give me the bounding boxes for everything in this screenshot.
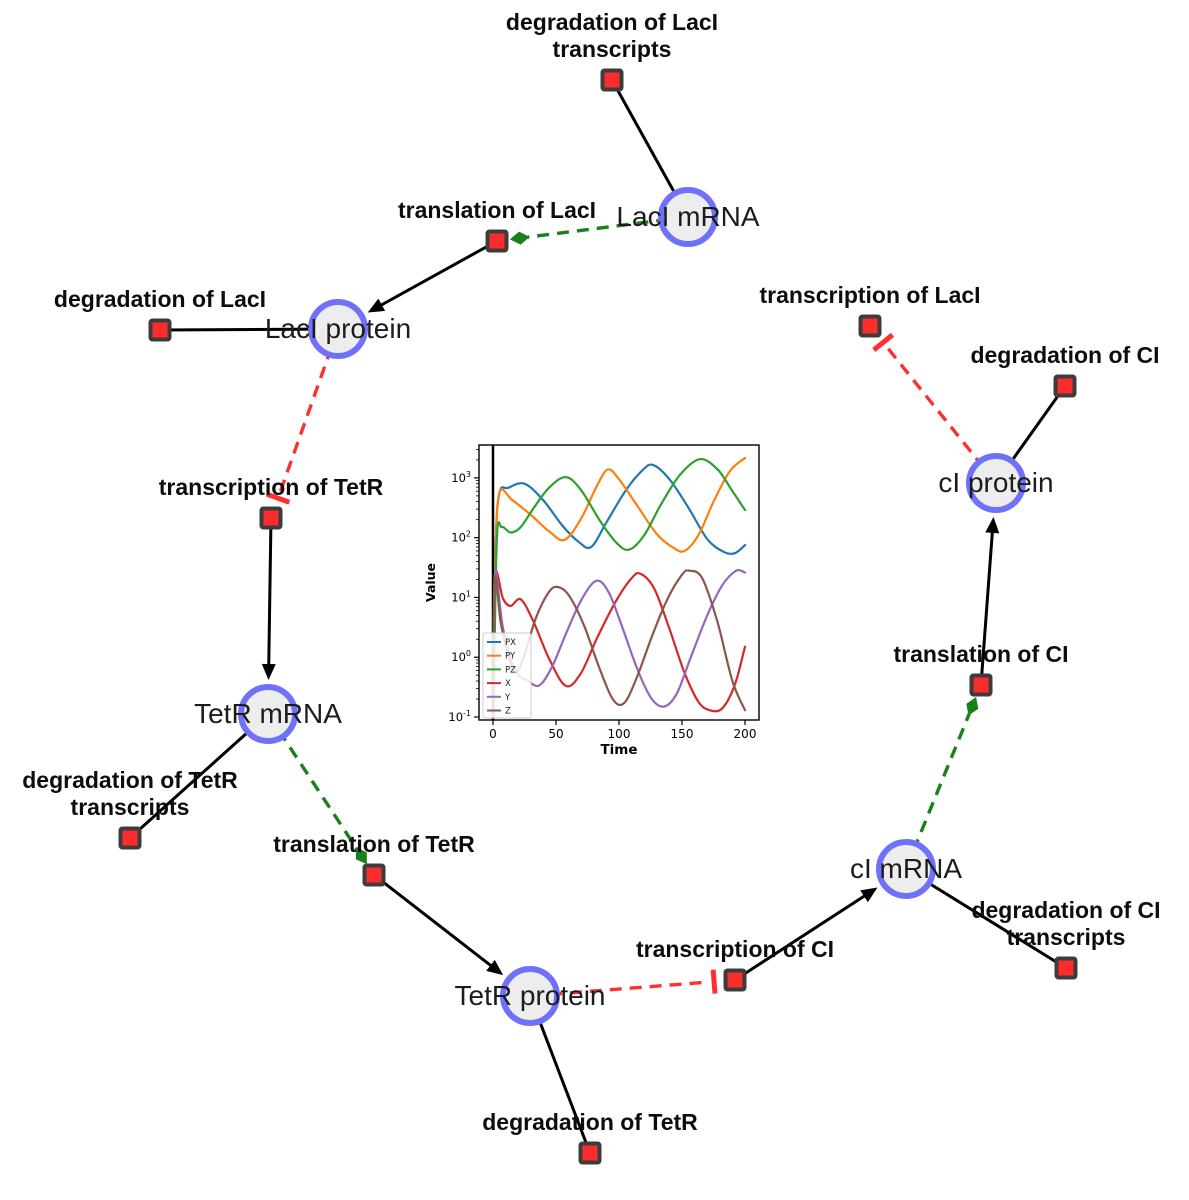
edge-production-transcription-tetr-tetr-mrna	[267, 517, 273, 667]
reaction-label-line: translation of TetR	[273, 831, 475, 857]
arrowhead-icon	[985, 516, 1000, 534]
reaction-node-translation-ci[interactable]	[969, 673, 993, 697]
legend-entry-PX: PX	[505, 638, 516, 648]
series-curve-PX	[492, 463, 747, 719]
chart-legend: PX PY PZ XYZ	[482, 632, 532, 719]
species-node-ci-mrna[interactable]	[876, 839, 936, 899]
reaction-node-deg-laci-transcripts[interactable]	[600, 68, 624, 92]
species-label-laci-mrna: LacI mRNA	[616, 201, 760, 232]
reaction-node-transcription-laci[interactable]	[858, 314, 882, 338]
reaction-label-deg-tetr-transcripts: degradation of TetR transcripts	[22, 767, 238, 821]
reaction-node-transcription-ci[interactable]	[723, 968, 747, 992]
reaction-node-translation-tetr[interactable]	[362, 863, 386, 887]
reaction-label-transcription-ci: transcription of CI	[636, 936, 834, 963]
chart-series-curves	[492, 456, 747, 719]
reaction-label-line: transcription of TetR	[158, 474, 384, 500]
x-tick-label: 200	[734, 727, 757, 741]
arrowhead-icon	[261, 663, 276, 681]
edge-production-transcription-ci-ci-mrna	[734, 893, 867, 982]
arrowhead-icon	[367, 298, 386, 313]
legend-entry-Y: Y	[504, 693, 511, 703]
species-label-laci-protein: LacI protein	[264, 313, 412, 344]
catalysis-diamond-icon	[355, 847, 367, 865]
legend-entry-Z: Z	[505, 707, 511, 717]
species-label-ci-protein: cI protein	[938, 467, 1054, 498]
reaction-label-line: transcripts	[1006, 924, 1126, 950]
species-label-ci-mrna: cI mRNA	[850, 853, 962, 884]
inset-simulation-chart: 0 50 100 150 20010-1100101102103TimeValuePXP…	[425, 430, 777, 760]
species-node-tetr-protein[interactable]	[500, 966, 560, 1026]
legend-entry-PZ: PZ	[505, 665, 516, 675]
legend-entry-X: X	[505, 679, 511, 689]
edge-consumption-tetr-mrna-deg-tetr-transcripts	[128, 712, 270, 840]
species-label-tetr-protein: TetR protein	[454, 980, 606, 1011]
catalysis-diamond-icon	[509, 231, 530, 245]
reaction-label-line: transcripts	[70, 794, 190, 820]
series-curve-PY	[492, 456, 747, 719]
reaction-label-deg-ci: degradation of CI	[970, 342, 1159, 369]
reaction-label-line: degradation of TetR	[482, 1109, 698, 1135]
reaction-label-transcription-laci: transcription of LacI	[759, 282, 980, 309]
reaction-label-line: transcription of LacI	[759, 282, 981, 308]
reaction-label-deg-ci-transcripts: degradation of CI transcripts	[971, 897, 1160, 951]
reaction-label-line: transcription of CI	[635, 936, 835, 962]
species-node-tetr-mrna[interactable]	[238, 684, 298, 744]
x-tick-label: 100	[608, 727, 631, 741]
species-node-ci-protein[interactable]	[966, 453, 1026, 513]
reaction-label-line: translation of LacI	[397, 197, 597, 223]
edge-production-translation-laci-laci-protein	[379, 239, 498, 308]
reaction-label-line: degradation of TetR	[22, 767, 238, 793]
reaction-node-deg-tetr[interactable]	[578, 1141, 602, 1165]
x-tick-label: 0	[489, 727, 497, 741]
reaction-label-deg-laci: degradation of LacI	[54, 286, 266, 313]
edge-consumption-ci-mrna-deg-ci-transcripts	[905, 867, 1067, 970]
reaction-label-translation-laci: translation of LacI	[398, 197, 596, 224]
reaction-label-line: transcripts	[552, 36, 672, 62]
reaction-node-deg-ci-transcripts[interactable]	[1054, 956, 1078, 980]
species-node-laci-mrna[interactable]	[658, 187, 718, 247]
edge-production-translation-ci-ci-protein	[979, 530, 994, 686]
arrowhead-icon	[860, 887, 878, 903]
arrowhead-icon	[486, 959, 504, 976]
plot-border	[478, 444, 760, 721]
edge-production-translation-tetr-tetr-protein	[373, 873, 493, 968]
reaction-node-translation-laci[interactable]	[485, 229, 509, 253]
reaction-label-line: degradation of LacI	[53, 286, 267, 312]
reaction-label-deg-tetr: degradation of TetR	[482, 1109, 698, 1136]
reaction-label-line: degradation of LacI	[505, 9, 719, 35]
series-curve-PZ	[492, 458, 747, 719]
reaction-label-line: degradation of CI	[970, 342, 1160, 368]
x-tick-label: 50	[548, 727, 563, 741]
inhibition-tee-icon	[265, 491, 291, 505]
species-label-tetr-mrna: TetR mRNA	[194, 698, 342, 729]
y-axis-label: Value	[425, 563, 438, 602]
reaction-label-translation-ci: translation of CI	[893, 641, 1068, 668]
species-node-laci-protein[interactable]	[308, 299, 368, 359]
inhibition-tee-icon	[872, 332, 895, 352]
x-tick-label: 150	[671, 727, 694, 741]
inhibition-tee-icon	[710, 969, 718, 994]
reaction-label-translation-tetr: translation of TetR	[273, 831, 474, 858]
reaction-node-deg-ci[interactable]	[1053, 374, 1077, 398]
reaction-label-deg-laci-transcripts: degradation of LacI transcripts	[506, 9, 718, 63]
reaction-label-transcription-tetr: transcription of TetR	[159, 474, 383, 501]
legend-entry-PY: PY	[505, 652, 516, 662]
x-axis-label: Time	[600, 742, 637, 758]
catalysis-diamond-icon	[966, 697, 979, 716]
reaction-label-line: degradation of CI	[971, 897, 1161, 923]
reaction-label-line: translation of CI	[893, 641, 1069, 667]
reaction-node-deg-tetr-transcripts[interactable]	[118, 826, 142, 850]
reaction-node-deg-laci[interactable]	[148, 318, 172, 342]
reaction-node-transcription-tetr[interactable]	[259, 506, 283, 530]
